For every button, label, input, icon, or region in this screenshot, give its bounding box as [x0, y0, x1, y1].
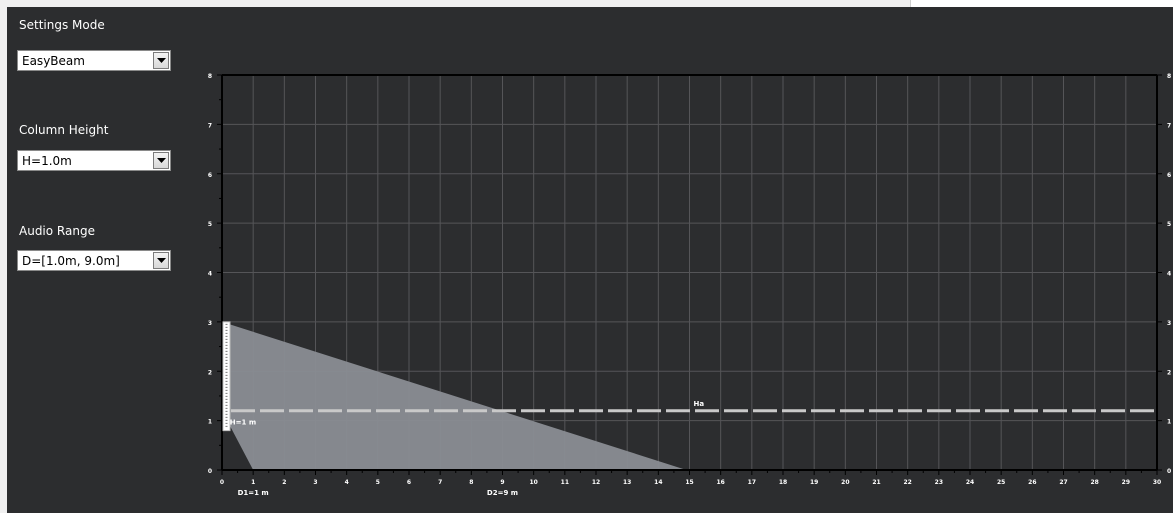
d1-annotation: D1=1 m — [238, 489, 269, 497]
y-tick-label: 2 — [208, 369, 212, 376]
settings-mode-select[interactable]: EasyBeam — [17, 50, 171, 71]
window-top-strip-right — [910, 0, 1173, 7]
y-tick-label: 8 — [208, 73, 212, 80]
x-tick-label: 13 — [623, 479, 631, 486]
y-tick-label: 4 — [208, 271, 212, 278]
x-tick-label: 19 — [810, 479, 818, 486]
x-tick-label: 30 — [1153, 479, 1161, 486]
audio-range-select[interactable]: D=[1.0m, 9.0m] — [17, 250, 171, 271]
chevron-down-icon — [157, 58, 166, 63]
x-tick-label: 12 — [592, 479, 600, 486]
y-tick-label-right: 2 — [1167, 369, 1171, 376]
x-tick-label: 24 — [966, 479, 974, 486]
audio-range-dropdown-button[interactable] — [153, 252, 169, 269]
column-height-annotation: H=1 m — [230, 419, 256, 427]
x-tick-label: 7 — [438, 479, 442, 486]
column-height-label: Column Height — [19, 123, 109, 137]
y-tick-label: 3 — [208, 320, 212, 327]
x-tick-label: 14 — [654, 479, 662, 486]
column-height-value: H=1.0m — [22, 154, 72, 168]
x-tick-label: 5 — [376, 479, 380, 486]
settings-mode-dropdown-button[interactable] — [153, 52, 169, 69]
x-tick-label: 3 — [313, 479, 317, 486]
y-tick-label-right: 8 — [1167, 73, 1171, 80]
y-tick-label-right: 7 — [1167, 122, 1171, 129]
y-tick-label: 0 — [208, 468, 212, 475]
x-tick-label: 6 — [407, 479, 411, 486]
y-tick-label: 6 — [208, 172, 212, 179]
coverage-area — [222, 321, 687, 470]
x-tick-label: 28 — [1090, 479, 1098, 486]
settings-mode-value: EasyBeam — [22, 54, 85, 68]
x-tick-label: 4 — [345, 479, 349, 486]
x-tick-label: 27 — [1059, 479, 1067, 486]
y-tick-label-right: 4 — [1167, 271, 1171, 278]
column-height-select[interactable]: H=1.0m — [17, 150, 171, 171]
x-tick-label: 18 — [779, 479, 787, 486]
x-tick-label: 25 — [997, 479, 1005, 486]
x-tick-label: 21 — [872, 479, 880, 486]
x-tick-label: 17 — [748, 479, 756, 486]
audio-range-label: Audio Range — [19, 224, 95, 238]
audio-range-value: D=[1.0m, 9.0m] — [22, 254, 120, 268]
x-tick-label: 20 — [841, 479, 849, 486]
x-tick-label: 22 — [903, 479, 911, 486]
settings-mode-label: Settings Mode — [19, 18, 105, 32]
chevron-down-icon — [157, 258, 166, 263]
listener-height-label: Ha — [694, 400, 705, 408]
x-tick-label: 9 — [500, 479, 504, 486]
y-tick-label: 7 — [208, 122, 212, 129]
chevron-down-icon — [157, 158, 166, 163]
y-tick-label: 5 — [208, 221, 212, 228]
d2-annotation: D2=9 m — [487, 489, 518, 497]
easybeam-app: Settings Mode EasyBeam Column Height H=1… — [7, 7, 1173, 513]
x-tick-label: 15 — [685, 479, 693, 486]
y-tick-label-right: 0 — [1167, 468, 1171, 475]
y-tick-label-right: 5 — [1167, 221, 1171, 228]
beam-coverage-chart: 0 01 12 23 34 45 56 67 78 80 1 2 3 4 5 6 7 8 9 10 11 12 13 14 15… — [208, 73, 1171, 497]
x-tick-label: 2 — [282, 479, 286, 486]
window-top-strip — [0, 0, 910, 7]
x-tick-label: 16 — [716, 479, 724, 486]
x-tick-label: 23 — [935, 479, 943, 486]
column-height-dropdown-button[interactable] — [153, 152, 169, 169]
x-tick-label: 8 — [469, 479, 473, 486]
y-tick-label-right: 1 — [1167, 419, 1171, 426]
x-tick-label: 1 — [251, 479, 255, 486]
y-tick-label-right: 3 — [1167, 320, 1171, 327]
x-tick-label: 26 — [1028, 479, 1036, 486]
y-tick-label-right: 6 — [1167, 172, 1171, 179]
x-tick-label: 29 — [1122, 479, 1130, 486]
y-tick-label: 1 — [208, 419, 212, 426]
x-tick-label: 11 — [561, 479, 569, 486]
x-tick-label: 0 — [220, 479, 224, 486]
column-speaker — [222, 321, 231, 432]
x-tick-label: 10 — [529, 479, 537, 486]
